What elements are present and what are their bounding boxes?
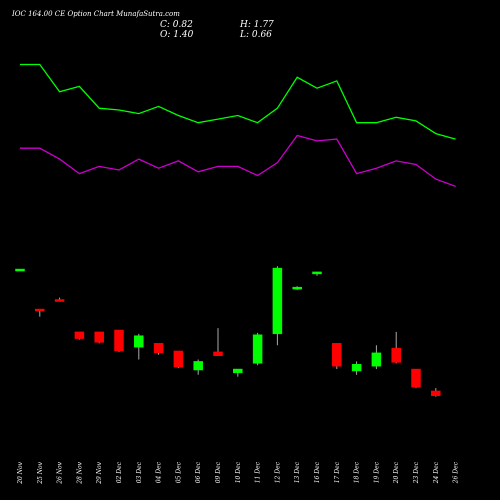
x-tick-label: 25 Nov: [37, 461, 44, 484]
x-tick-label: 26 Nov: [57, 461, 64, 484]
x-tick-label: 24 Dec: [433, 461, 440, 484]
x-tick-label: 26 Dec: [453, 461, 460, 484]
low-value: L: 0.66: [240, 30, 272, 40]
x-tick-label: 02 Dec: [116, 461, 123, 483]
chart-title: IOC 164.00 CE Option Chart MunafaSutra.c…: [12, 10, 180, 18]
candle-body: [114, 329, 124, 352]
x-tick-label: 12 Dec: [274, 461, 281, 483]
candle-body: [292, 286, 302, 290]
candles: [15, 266, 441, 397]
candle-body: [74, 331, 85, 339]
x-tick-label: 20 Nov: [17, 461, 24, 484]
x-tick-label: 04 Dec: [156, 461, 163, 483]
line-lower-series: [20, 134, 456, 188]
open-value: O: 1.40: [160, 30, 194, 40]
candle-body: [233, 368, 243, 374]
x-tick-label: 29 Nov: [96, 461, 103, 484]
candle-body: [431, 390, 441, 396]
x-tick-label: 23 Dec: [413, 461, 420, 484]
candle-body: [15, 268, 25, 272]
x-tick-label: 13 Dec: [294, 461, 301, 483]
candle-body: [153, 343, 164, 354]
candle-body: [173, 350, 184, 368]
x-tick-label: 05 Dec: [175, 461, 182, 483]
candle-body: [252, 334, 263, 364]
candle-body: [134, 335, 144, 348]
candle-body: [213, 351, 223, 356]
x-tick-label: 03 Dec: [136, 461, 143, 483]
x-tick-label: 06 Dec: [195, 461, 202, 483]
candle-body: [411, 368, 421, 388]
high-value: H: 1.77: [240, 20, 274, 30]
x-tick-label: 16 Dec: [314, 461, 321, 483]
x-tick-label: 10 Dec: [235, 461, 242, 483]
candle-body: [312, 271, 322, 275]
candle-body: [371, 352, 382, 367]
candle-body: [391, 347, 401, 363]
close-value: C: 0.82: [160, 20, 193, 30]
x-tick-label: 18 Dec: [354, 461, 361, 483]
x-tick-label: 17 Dec: [334, 461, 341, 483]
moving-average-lines: [20, 63, 456, 188]
x-tick-label: 11 Dec: [255, 461, 262, 483]
x-tick-label: 20 Dec: [393, 461, 400, 484]
x-axis-ticks: 20 Nov 25 Nov 26 Nov 28 Nov 29 Nov 02 Dec 03 D…: [17, 461, 460, 484]
candle-body: [193, 361, 203, 371]
x-tick-label: 28 Nov: [76, 461, 83, 484]
x-tick-label: 09 Dec: [215, 461, 222, 483]
candle-body: [332, 343, 342, 367]
candle-body: [272, 267, 283, 335]
candle-body: [351, 364, 362, 372]
candle-body: [94, 331, 104, 343]
line-upper-series: [20, 63, 456, 140]
candle-body: [35, 308, 45, 312]
x-tick-label: 19 Dec: [373, 461, 380, 483]
candle-body: [54, 299, 65, 302]
